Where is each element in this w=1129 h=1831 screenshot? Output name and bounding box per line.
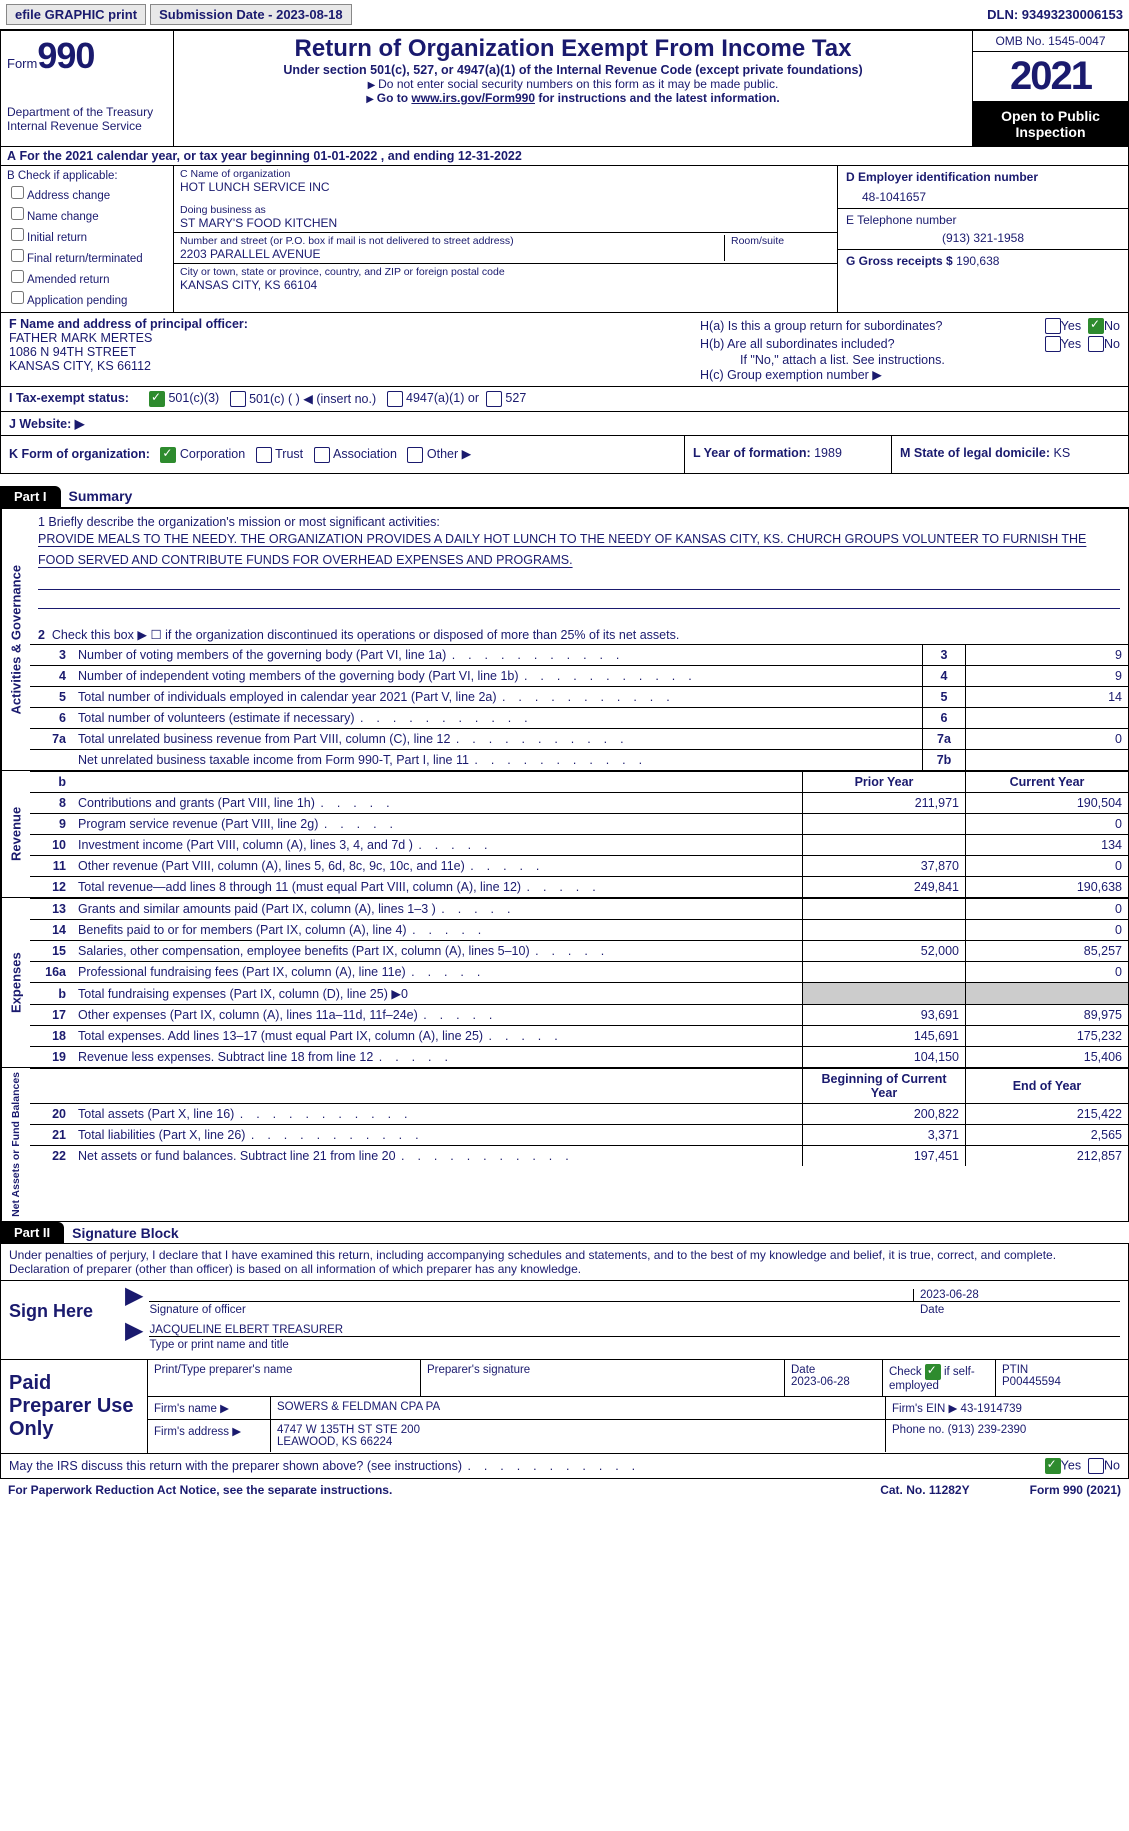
netassets-table: Beginning of Current YearEnd of Year20To… — [30, 1068, 1128, 1166]
sign-arrow-icon: ▶ — [125, 1289, 149, 1316]
line-2: Check this box ▶ ☐ if the organization d… — [52, 628, 679, 642]
form-title: Return of Organization Exempt From Incom… — [180, 35, 966, 63]
discuss-line: May the IRS discuss this return with the… — [0, 1454, 1129, 1479]
top-bar: efile GRAPHIC print Submission Date - 20… — [0, 0, 1129, 30]
city-box: City or town, state or province, country… — [174, 264, 837, 294]
form-header: Form990 Department of the Treasury Inter… — [0, 30, 1129, 147]
k-trust[interactable] — [256, 447, 272, 463]
self-employed-check[interactable] — [925, 1364, 941, 1380]
section-j: J Website: ▶ — [0, 412, 1129, 436]
netassets-block: Net Assets or Fund Balances Beginning of… — [0, 1068, 1129, 1222]
m-state: M State of legal domicile: KS — [891, 436, 1128, 473]
ein-box: D Employer identification number 48-1041… — [838, 166, 1128, 209]
tel-box: E Telephone number (913) 321-1958 — [838, 209, 1128, 250]
chk-initial-return[interactable]: Initial return — [7, 224, 167, 245]
chk-amended-return[interactable]: Amended return — [7, 266, 167, 287]
governance-sidelabel: Activities & Governance — [1, 509, 30, 771]
calendar-year-line: A For the 2021 calendar year, or tax yea… — [0, 147, 1129, 166]
col-b: B Check if applicable: Address change Na… — [1, 166, 174, 312]
discuss-no[interactable] — [1088, 1458, 1104, 1474]
k-other[interactable] — [407, 447, 423, 463]
gross-box: G Gross receipts $ 190,638 — [838, 250, 1128, 272]
org-name-box: C Name of organization HOT LUNCH SERVICE… — [174, 166, 837, 233]
form-number: 990 — [37, 35, 94, 76]
i-501c[interactable] — [230, 391, 246, 407]
sign-here-block: Sign Here ▶ 2023-06-28 Signature of offi… — [0, 1281, 1129, 1360]
ha-no[interactable] — [1088, 318, 1104, 334]
address-box: Number and street (or P.O. box if mail i… — [174, 233, 837, 264]
section-bcd: B Check if applicable: Address change Na… — [0, 166, 1129, 313]
omb-number: OMB No. 1545-0047 — [973, 31, 1128, 52]
revenue-block: Revenue bPrior YearCurrent Year8Contribu… — [0, 771, 1129, 898]
expenses-block: Expenses 13Grants and similar amounts pa… — [0, 898, 1129, 1068]
l-year-formation: L Year of formation: 1989 — [684, 436, 891, 473]
signature-declaration: Under penalties of perjury, I declare th… — [0, 1244, 1129, 1281]
revenue-table: bPrior YearCurrent Year8Contributions an… — [30, 771, 1128, 897]
b-label: B Check if applicable: — [7, 170, 167, 182]
form-subtitle: Under section 501(c), 527, or 4947(a)(1)… — [180, 63, 966, 77]
sign-here-label: Sign Here — [1, 1281, 117, 1359]
col-f: F Name and address of principal officer:… — [1, 313, 692, 386]
chk-address-change[interactable]: Address change — [7, 182, 167, 203]
expenses-table: 13Grants and similar amounts paid (Part … — [30, 898, 1128, 1067]
ha-yes[interactable] — [1045, 318, 1061, 334]
header-right: OMB No. 1545-0047 2021 Open to Public In… — [972, 31, 1128, 146]
section-klm: K Form of organization: Corporation Trus… — [0, 436, 1129, 474]
header-mid: Return of Organization Exempt From Incom… — [174, 31, 972, 146]
col-h: H(a) Is this a group return for subordin… — [692, 313, 1128, 386]
i-527[interactable] — [486, 391, 502, 407]
k-corp[interactable] — [160, 447, 176, 463]
header-left: Form990 Department of the Treasury Inter… — [1, 31, 174, 146]
page-footer: For Paperwork Reduction Act Notice, see … — [0, 1479, 1129, 1501]
paid-preparer-label: Paid Preparer Use Only — [1, 1360, 148, 1453]
form-label: Form — [7, 56, 37, 71]
netassets-sidelabel: Net Assets or Fund Balances — [1, 1068, 30, 1221]
irs-link[interactable]: www.irs.gov/Form990 — [411, 91, 535, 105]
sign-arrow-icon-2: ▶ — [125, 1324, 149, 1351]
form-note-2: Go to www.irs.gov/Form990 for instructio… — [180, 91, 966, 105]
hb-yes[interactable] — [1045, 336, 1061, 352]
dln: DLN: 93493230006153 — [987, 7, 1123, 22]
submission-date: Submission Date - 2023-08-18 — [150, 4, 352, 25]
chk-application-pending[interactable]: Application pending — [7, 287, 167, 308]
k-assoc[interactable] — [314, 447, 330, 463]
department: Department of the Treasury Internal Reve… — [7, 105, 167, 133]
part-1-header: Part I Summary — [0, 486, 1129, 508]
discuss-yes[interactable] — [1045, 1458, 1061, 1474]
governance-block: Activities & Governance 1 Briefly descri… — [0, 508, 1129, 772]
chk-final-return[interactable]: Final return/terminated — [7, 245, 167, 266]
col-c: C Name of organization HOT LUNCH SERVICE… — [174, 166, 837, 312]
efile-print-button[interactable]: efile GRAPHIC print — [6, 4, 146, 25]
mission-section: 1 Briefly describe the organization's mi… — [30, 509, 1128, 616]
i-4947[interactable] — [387, 391, 403, 407]
paid-preparer-block: Paid Preparer Use Only Print/Type prepar… — [0, 1360, 1129, 1454]
part-2-header: Part II Signature Block — [0, 1222, 1129, 1244]
open-to-public: Open to Public Inspection — [973, 102, 1128, 146]
k-form-org: K Form of organization: Corporation Trus… — [1, 436, 684, 473]
tax-year: 2021 — [973, 52, 1128, 102]
form-note-1: Do not enter social security numbers on … — [180, 77, 966, 91]
revenue-sidelabel: Revenue — [1, 771, 30, 897]
expenses-sidelabel: Expenses — [1, 898, 30, 1067]
chk-name-change[interactable]: Name change — [7, 203, 167, 224]
hb-no[interactable] — [1088, 336, 1104, 352]
section-i: I Tax-exempt status: 501(c)(3) 501(c) ( … — [0, 387, 1129, 412]
i-501c3[interactable] — [149, 391, 165, 407]
section-fh: F Name and address of principal officer:… — [0, 313, 1129, 387]
governance-table: 3Number of voting members of the governi… — [30, 644, 1128, 770]
col-d: D Employer identification number 48-1041… — [837, 166, 1128, 312]
